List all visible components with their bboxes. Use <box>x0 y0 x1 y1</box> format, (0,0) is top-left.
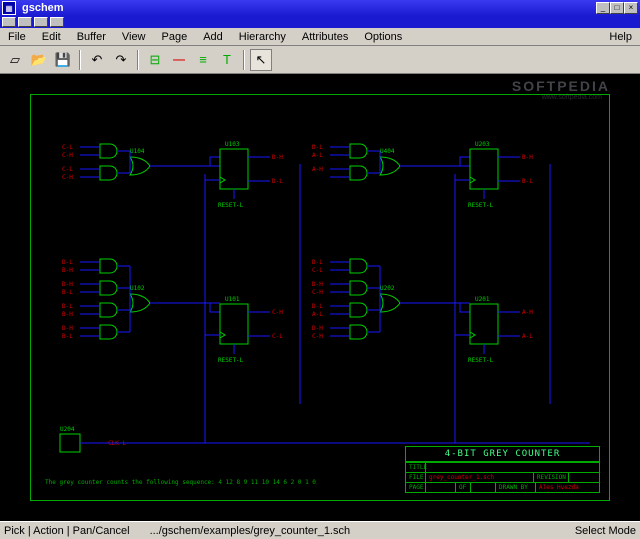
toolbar: ▱📂💾 ↶↷ ⊟⼀≡T ↖ <box>0 46 640 74</box>
svg-text:D-H: D-H <box>312 281 323 288</box>
svg-text:D-H: D-H <box>62 325 73 332</box>
svg-text:A-H: A-H <box>522 309 533 316</box>
svg-text:D-H: D-H <box>62 281 73 288</box>
svg-text:U101: U101 <box>225 296 240 303</box>
svg-text:C-L: C-L <box>312 267 323 274</box>
svg-text:U103: U103 <box>225 141 240 148</box>
tb-page-lbl: PAGE <box>406 483 426 492</box>
svg-text:RESET-L: RESET-L <box>468 357 494 364</box>
svg-text:A-L: A-L <box>312 152 323 159</box>
new-icon[interactable]: ▱ <box>4 49 26 71</box>
redo-icon[interactable]: ↷ <box>110 49 132 71</box>
svg-text:C-L: C-L <box>62 166 73 173</box>
window-buttons: _ □ × <box>596 2 638 14</box>
undo-icon[interactable]: ↶ <box>86 49 108 71</box>
open-icon[interactable]: 📂 <box>28 49 50 71</box>
svg-text:B-H: B-H <box>62 267 73 274</box>
mini-btn-2[interactable] <box>18 17 32 27</box>
schematic-title: 4-BIT GREY COUNTER <box>406 447 599 462</box>
svg-text:A-L: A-L <box>312 311 323 318</box>
svg-text:RESET-L: RESET-L <box>218 202 244 209</box>
tb-rev <box>569 473 599 482</box>
svg-text:D-L: D-L <box>312 259 323 266</box>
svg-text:U404: U404 <box>380 148 395 155</box>
svg-text:B-L: B-L <box>522 178 533 185</box>
svg-text:C-L: C-L <box>62 144 73 151</box>
menu-buffer[interactable]: Buffer <box>69 31 114 43</box>
svg-text:D-H: D-H <box>312 325 323 332</box>
tb-file: grey_counter_1.sch <box>426 473 534 482</box>
mini-btn-3[interactable] <box>34 17 48 27</box>
svg-text:B-H: B-H <box>522 154 533 161</box>
menu-hierarchy[interactable]: Hierarchy <box>231 31 294 43</box>
schematic-note: The grey counter counts the following se… <box>45 479 316 486</box>
app-icon: ▦ <box>2 1 16 15</box>
svg-text:B-H: B-H <box>62 311 73 318</box>
svg-text:A-H: A-H <box>312 166 323 173</box>
maximize-button[interactable]: □ <box>610 2 624 14</box>
add-component-icon[interactable]: ⊟ <box>144 49 166 71</box>
svg-text:U202: U202 <box>380 285 395 292</box>
select-icon[interactable]: ↖ <box>250 49 272 71</box>
add-net-icon[interactable]: ⼀ <box>168 49 190 71</box>
svg-text:D-L: D-L <box>312 144 323 151</box>
status-right: Select Mode <box>575 525 636 537</box>
tb-rev-lbl: REVISION <box>534 473 569 482</box>
svg-text:C-L: C-L <box>272 333 283 340</box>
menubar: FileEditBufferViewPageAddHierarchyAttrib… <box>0 28 640 46</box>
svg-text:D-H: D-H <box>272 154 283 161</box>
svg-text:B-L: B-L <box>62 289 73 296</box>
close-button[interactable]: × <box>624 2 638 14</box>
tb-page <box>426 483 456 492</box>
menu-view[interactable]: View <box>114 31 154 43</box>
svg-text:RESET-L: RESET-L <box>468 202 494 209</box>
add-bus-icon[interactable]: ≡ <box>192 49 214 71</box>
titlebar-mini <box>0 16 640 28</box>
tb-of-lbl: OF <box>456 483 471 492</box>
add-text-icon[interactable]: T <box>216 49 238 71</box>
svg-text:U102: U102 <box>130 285 145 292</box>
svg-text:U204: U204 <box>60 426 75 433</box>
status-mid: .../gschem/examples/grey_counter_1.sch <box>150 525 351 537</box>
svg-text:D-L: D-L <box>62 303 73 310</box>
svg-text:U203: U203 <box>475 141 490 148</box>
statusbar: Pick | Action | Pan/Cancel .../gschem/ex… <box>0 521 640 539</box>
svg-text:C-H: C-H <box>272 309 283 316</box>
svg-text:C-H: C-H <box>312 289 323 296</box>
svg-text:C-H: C-H <box>312 333 323 340</box>
svg-text:U201: U201 <box>475 296 490 303</box>
title-block: 4-BIT GREY COUNTER TITLE FILE grey_count… <box>405 446 600 493</box>
menu-page[interactable]: Page <box>154 31 196 43</box>
tb-drawn-lbl: DRAWN BY <box>496 483 536 492</box>
menu-file[interactable]: File <box>0 31 34 43</box>
svg-text:A-L: A-L <box>522 333 533 340</box>
minimize-button[interactable]: _ <box>596 2 610 14</box>
menu-attributes[interactable]: Attributes <box>294 31 356 43</box>
svg-text:B-L: B-L <box>62 333 73 340</box>
svg-text:C-H: C-H <box>62 174 73 181</box>
svg-text:RESET-L: RESET-L <box>218 357 244 364</box>
svg-text:U104: U104 <box>130 148 145 155</box>
mini-btn-1[interactable] <box>2 17 16 27</box>
svg-text:D-L: D-L <box>312 303 323 310</box>
tb-file-lbl: FILE <box>406 473 426 482</box>
svg-text:D-L: D-L <box>62 259 73 266</box>
svg-text:D-L: D-L <box>272 178 283 185</box>
save-icon[interactable]: 💾 <box>52 49 74 71</box>
menu-edit[interactable]: Edit <box>34 31 69 43</box>
menu-help[interactable]: Help <box>601 31 640 43</box>
canvas[interactable]: SOFTPEDIA www.softpedia.com C-LC-HC-LC-H… <box>0 74 640 521</box>
tb-of <box>471 483 496 492</box>
app-window: ▦ gschem _ □ × FileEditBufferViewPageAdd… <box>0 0 640 539</box>
window-title: gschem <box>22 2 64 14</box>
tb-title-lbl: TITLE <box>406 463 426 472</box>
tb-drawn: Ales Hvezda <box>536 483 599 492</box>
menu-add[interactable]: Add <box>195 31 231 43</box>
titlebar[interactable]: ▦ gschem _ □ × <box>0 0 640 16</box>
menu-options[interactable]: Options <box>356 31 410 43</box>
mini-btn-4[interactable] <box>50 17 64 27</box>
status-left: Pick | Action | Pan/Cancel <box>4 525 130 537</box>
svg-text:C-H: C-H <box>62 152 73 159</box>
